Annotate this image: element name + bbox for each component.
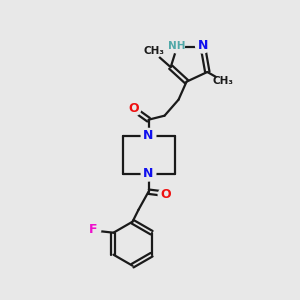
Circle shape (215, 73, 231, 89)
Text: CH₃: CH₃ (213, 76, 234, 86)
Text: O: O (160, 188, 171, 201)
Circle shape (140, 166, 157, 182)
Circle shape (140, 128, 157, 144)
Text: O: O (128, 102, 139, 115)
Circle shape (85, 222, 101, 238)
Text: N: N (143, 129, 154, 142)
Circle shape (169, 38, 185, 54)
Circle shape (158, 187, 173, 203)
Circle shape (195, 38, 211, 54)
Text: NH: NH (168, 41, 186, 51)
Text: N: N (143, 167, 154, 180)
Circle shape (146, 43, 162, 59)
Text: F: F (89, 223, 98, 236)
Text: N: N (198, 39, 208, 52)
Circle shape (125, 101, 142, 117)
Text: CH₃: CH₃ (143, 46, 164, 56)
